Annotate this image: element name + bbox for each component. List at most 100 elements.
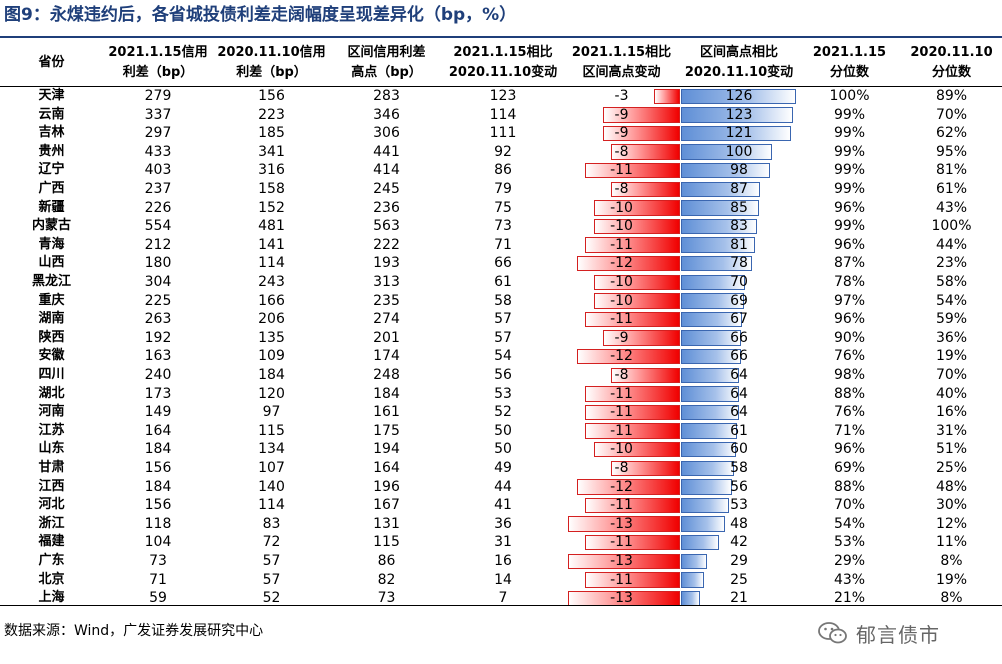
- cell-change-vs-1110: 66: [494, 255, 512, 272]
- peak-vs-1110-bar: [681, 293, 744, 309]
- change-vs-peak-bar: [611, 144, 680, 160]
- peak-vs-1110-label: 64: [730, 385, 748, 402]
- header-line: 2021.1.15: [812, 45, 887, 60]
- cell-peak-spread: 414: [373, 162, 400, 179]
- change-vs-peak-bar: [576, 348, 680, 365]
- cell-spread-1110: 243: [258, 274, 285, 290]
- cell-percentile-1110: 62%: [935, 125, 968, 142]
- peak-vs-1110-label: 58: [730, 460, 748, 476]
- peak-vs-1110-label: 126: [725, 88, 753, 104]
- cell-change-vs-1110: 54: [494, 348, 512, 365]
- peak-vs-1110-label: 48: [730, 515, 748, 532]
- table-row: 重庆 225 166 235 58 -10 69 97% 54%: [0, 292, 1002, 311]
- cell-spread-0115: 240: [144, 367, 172, 383]
- table-row: 江苏 164 115 175 50 -11 61 71% 31%: [0, 422, 1002, 441]
- cell-change-vs-1110: 79: [494, 181, 512, 197]
- cell-change-vs-1110: 31: [494, 534, 512, 551]
- cell-percentile-0115: 98%: [833, 367, 866, 383]
- cell-spread-1110: 184: [258, 367, 285, 383]
- peak-vs-1110-bar: [681, 479, 733, 495]
- cell-province: 安徽: [38, 348, 65, 364]
- cell-peak-spread: 196: [373, 478, 400, 495]
- cell-spread-0115: 164: [144, 422, 172, 439]
- table-row: 江西 184 140 196 44 -12 56 88% 48%: [0, 478, 1002, 497]
- header-line: 分位数: [931, 65, 971, 80]
- change-vs-peak-bar: [585, 311, 680, 328]
- peak-vs-1110-label: 121: [725, 125, 753, 142]
- peak-vs-1110-label: 98: [730, 162, 748, 179]
- cell-change-vs-1110: 71: [494, 236, 512, 253]
- change-vs-peak-label: -10: [610, 218, 633, 235]
- cell-peak-spread: 283: [373, 88, 400, 104]
- table-row: 河南 149 97 161 52 -11 64 76% 16%: [0, 403, 1002, 422]
- cell-percentile-0115: 99%: [833, 181, 866, 197]
- cell-spread-0115: 59: [149, 590, 167, 607]
- cell-spread-1110: 206: [258, 311, 285, 328]
- cell-percentile-1110: 25%: [935, 460, 968, 476]
- peak-vs-1110-bar: [681, 125, 792, 142]
- cell-percentile-0115: 43%: [833, 571, 866, 588]
- change-vs-peak-label: -11: [610, 162, 633, 179]
- header-percentile-1110: 2020.11.10 分位数: [901, 40, 1002, 86]
- cell-spread-0115: 180: [144, 255, 172, 272]
- cell-province: 天津: [38, 88, 65, 103]
- change-vs-peak-label: -11: [610, 311, 633, 328]
- cell-percentile-1110: 8%: [940, 553, 963, 569]
- cell-peak-spread: 248: [373, 367, 400, 383]
- cell-peak-spread: 346: [373, 106, 400, 123]
- cell-province: 广东: [38, 553, 65, 568]
- cell-spread-0115: 403: [144, 162, 172, 179]
- cell-change-vs-1110: 111: [489, 125, 517, 142]
- cell-change-vs-1110: 7: [498, 590, 508, 607]
- cell-percentile-1110: 11%: [935, 534, 968, 551]
- header-line: 2021.1.15相比: [571, 45, 672, 60]
- cell-percentile-1110: 81%: [935, 162, 968, 179]
- cell-spread-1110: 57: [262, 553, 281, 569]
- cell-change-vs-1110: 52: [494, 404, 512, 421]
- cell-percentile-1110: 51%: [935, 441, 968, 458]
- cell-province: 甘肃: [38, 460, 65, 475]
- peak-vs-1110-bar: [681, 237, 755, 253]
- cell-spread-1110: 83: [262, 515, 281, 532]
- cell-peak-spread: 184: [373, 385, 400, 402]
- cell-spread-0115: 279: [144, 88, 172, 104]
- cell-percentile-0115: 53%: [833, 534, 866, 551]
- cell-peak-spread: 82: [377, 571, 396, 588]
- peak-vs-1110-label: 66: [730, 329, 748, 346]
- cell-peak-spread: 164: [373, 460, 400, 476]
- cell-percentile-1110: 58%: [935, 274, 968, 290]
- cell-percentile-0115: 99%: [833, 125, 866, 142]
- change-vs-peak-label: -11: [610, 385, 633, 402]
- peak-vs-1110-bar: [681, 330, 742, 346]
- table-row: 云南 337 223 346 114 -9 123 99% 70%: [0, 106, 1002, 125]
- change-vs-peak-label: -13: [610, 515, 633, 532]
- cell-province: 青海: [38, 236, 65, 252]
- cell-province: 湖北: [38, 385, 65, 401]
- peak-vs-1110-bar: [681, 200, 759, 216]
- cell-province: 吉林: [38, 125, 65, 141]
- peak-vs-1110-label: 21: [730, 590, 748, 607]
- peak-vs-1110-label: 60: [730, 441, 748, 458]
- cell-spread-1110: 158: [258, 181, 285, 197]
- table-row: 吉林 297 185 306 111 -9 121 99% 62%: [0, 124, 1002, 143]
- change-vs-peak-bar: [576, 479, 680, 495]
- header-line: 区间高点相比: [699, 45, 778, 60]
- peak-vs-1110-label: 69: [730, 292, 748, 309]
- table-row: 安徽 163 109 174 54 -12 66 76% 19%: [0, 347, 1002, 366]
- cell-spread-0115: 433: [144, 143, 172, 160]
- peak-vs-1110-bar: [681, 218, 757, 235]
- cell-province: 浙江: [38, 515, 65, 531]
- cell-percentile-0115: 71%: [833, 422, 866, 439]
- cell-spread-1110: 140: [258, 478, 285, 495]
- cell-province: 辽宁: [38, 162, 65, 178]
- change-vs-peak-label: -12: [610, 255, 633, 272]
- peak-vs-1110-label: 42: [730, 534, 748, 551]
- cell-spread-1110: 481: [258, 218, 285, 235]
- peak-vs-1110-label: 78: [730, 255, 748, 272]
- peak-vs-1110-bar: [681, 497, 730, 514]
- table-bottom-divider: [0, 605, 1002, 606]
- change-vs-peak-bar: [585, 162, 680, 179]
- change-vs-peak-bar: [611, 460, 680, 476]
- change-vs-peak-label: -10: [610, 292, 633, 309]
- cell-province: 河北: [38, 497, 65, 513]
